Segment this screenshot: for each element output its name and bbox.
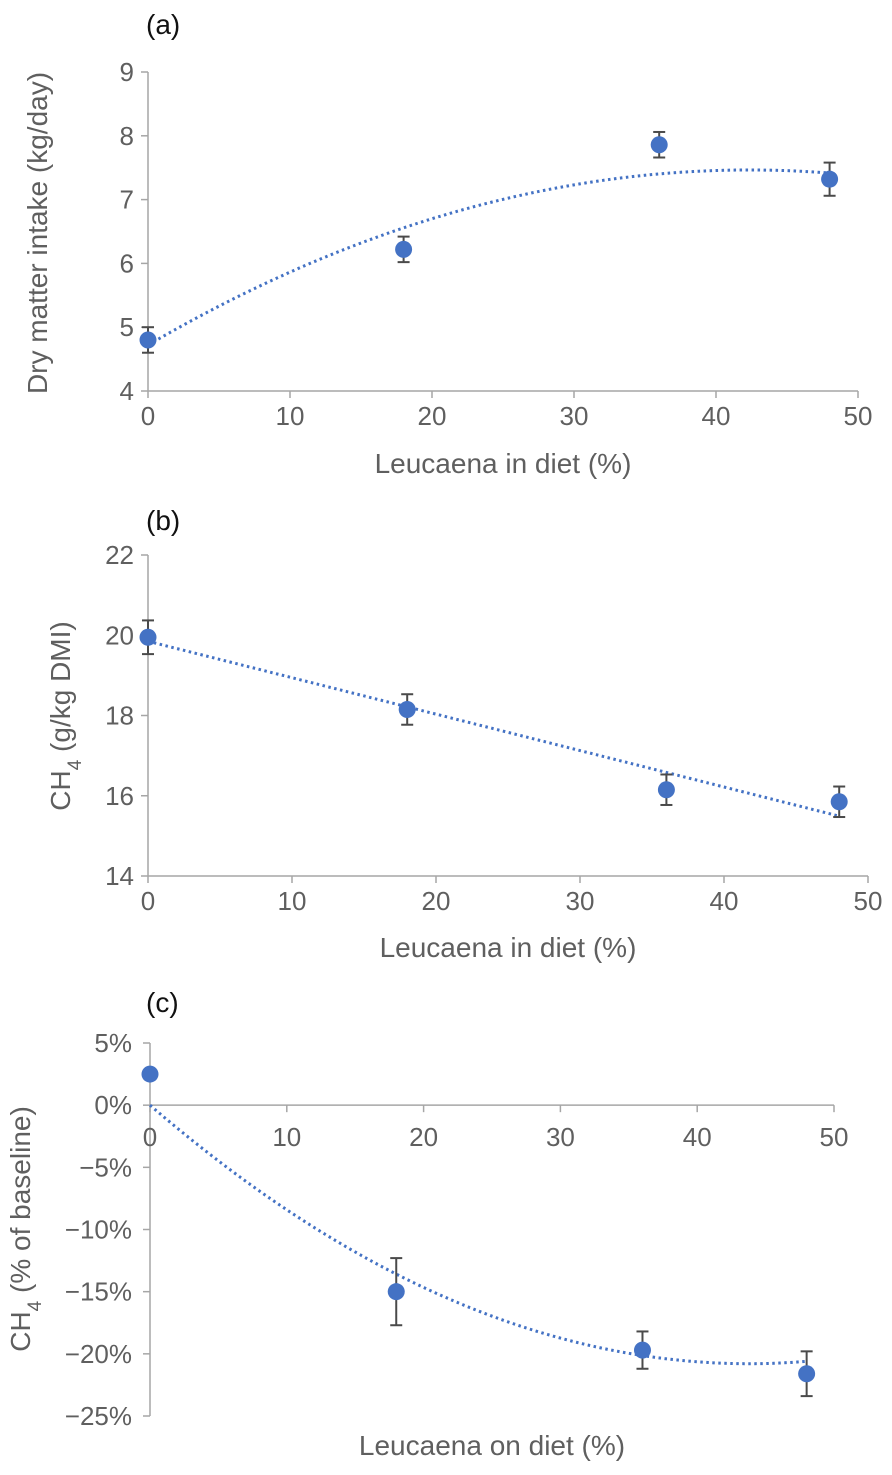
panel-label: (c) <box>146 987 179 1018</box>
y-tick-label: −5% <box>79 1152 132 1182</box>
data-point <box>387 1283 405 1301</box>
y-tick-label: −25% <box>65 1401 132 1431</box>
y-tick-label: 20 <box>105 620 134 650</box>
x-tick-label: 10 <box>276 401 305 431</box>
x-tick-label: 30 <box>546 1122 575 1152</box>
trendline <box>149 1104 807 1366</box>
x-tick-label: 40 <box>702 401 731 431</box>
panel-2: (b) 14 16 18 20 22 0 10 20 30 40 50 Leucaena in diet… <box>45 505 882 963</box>
x-tick-label: 0 <box>141 886 155 916</box>
y-tick-label: 5 <box>120 312 134 342</box>
y-tick-label: 4 <box>120 376 134 406</box>
panel-label: (a) <box>146 9 180 40</box>
y-tick-label: 18 <box>105 701 134 731</box>
x-axis-title: Leucaena in diet (%) <box>380 932 637 963</box>
y-axis-title: CH4 (g/kg DMI) <box>45 621 86 811</box>
y-tick-label: 8 <box>120 121 134 151</box>
x-tick-label: 20 <box>409 1122 438 1152</box>
data-point <box>798 1365 816 1383</box>
x-tick-label: 20 <box>418 401 447 431</box>
data-point <box>398 700 416 718</box>
x-tick-label: 50 <box>844 401 873 431</box>
data-point <box>395 240 413 258</box>
panel-3: (c) −25% −20% −15% −10% −5% 0% 5% 0 10 20 30 40 50 Leu… <box>5 987 848 1461</box>
data-point <box>650 136 668 154</box>
data-point <box>139 628 157 646</box>
trendline <box>147 168 830 347</box>
y-tick-label: 6 <box>120 248 134 278</box>
y-tick-label: 16 <box>105 781 134 811</box>
x-tick-label: 0 <box>143 1122 157 1152</box>
x-tick-label: 50 <box>820 1122 849 1152</box>
y-tick-label: 9 <box>120 57 134 87</box>
x-tick-label: 0 <box>141 401 155 431</box>
y-tick-label: −20% <box>65 1339 132 1369</box>
data-point <box>830 793 848 811</box>
y-tick-label: −10% <box>65 1215 132 1245</box>
x-axis-title: Leucaena in diet (%) <box>375 448 632 479</box>
y-tick-label: 5% <box>94 1028 132 1058</box>
y-tick-label: 14 <box>105 861 134 891</box>
panel-1: (a) 4 5 6 7 8 9 0 10 20 30 40 50 Leucaena in diet (%)… <box>22 9 872 479</box>
x-tick-label: 10 <box>272 1122 301 1152</box>
x-tick-label: 20 <box>422 886 451 916</box>
x-tick-label: 30 <box>566 886 595 916</box>
data-point <box>633 1341 651 1359</box>
x-tick-label: 30 <box>560 401 589 431</box>
data-point <box>657 781 675 799</box>
x-axis-title: Leucaena on diet (%) <box>359 1430 625 1461</box>
data-point <box>821 170 839 188</box>
y-axis-title: Dry matter intake (kg/day) <box>22 72 53 394</box>
x-tick-label: 40 <box>710 886 739 916</box>
x-tick-label: 40 <box>683 1122 712 1152</box>
y-tick-label: 7 <box>120 185 134 215</box>
y-axis-title: CH4 (% of baseline) <box>5 1106 46 1352</box>
trendline <box>147 639 840 818</box>
data-point <box>139 331 157 349</box>
data-point <box>141 1065 159 1083</box>
x-tick-label: 10 <box>278 886 307 916</box>
y-tick-label: 22 <box>105 540 134 570</box>
y-tick-label: 0% <box>94 1090 132 1120</box>
y-tick-label: −15% <box>65 1277 132 1307</box>
panel-label: (b) <box>146 505 180 536</box>
x-tick-label: 50 <box>854 886 883 916</box>
